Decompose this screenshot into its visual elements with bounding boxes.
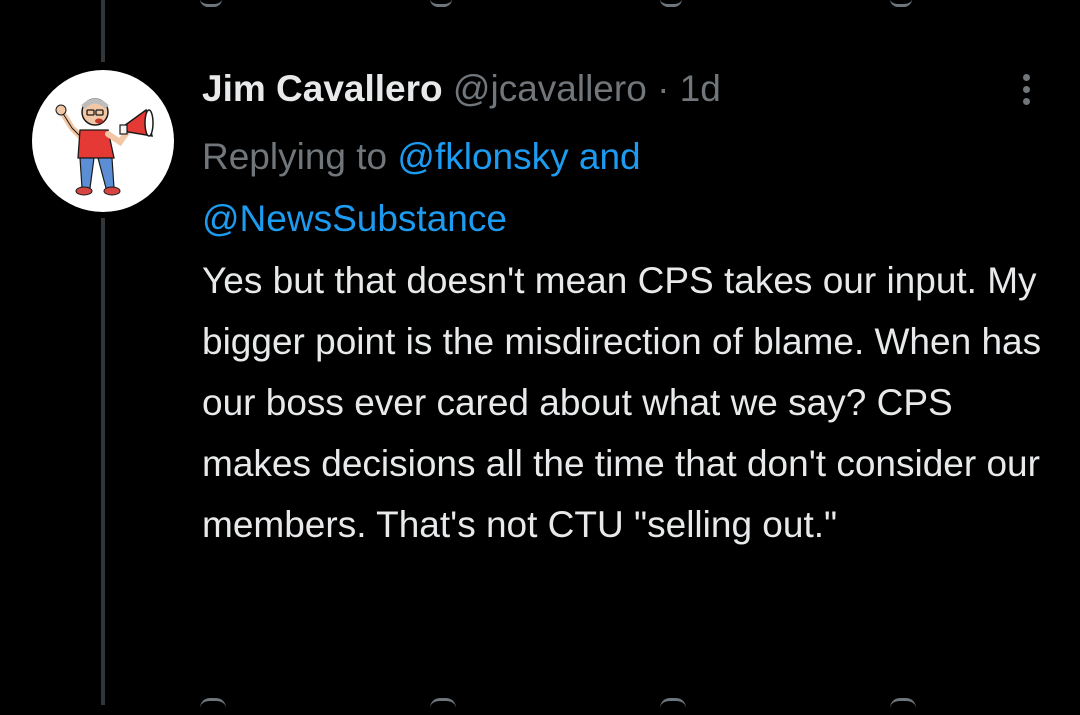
- previous-tweet-actions: [200, 0, 940, 7]
- display-name[interactable]: Jim Cavallero: [202, 68, 443, 109]
- replying-to-label: Replying to: [202, 136, 388, 177]
- replying-to-line: Replying to @fklonsky and @NewsSubstance: [202, 126, 1022, 250]
- like-icon[interactable]: [660, 698, 686, 715]
- tweet-age[interactable]: 1d: [679, 68, 721, 109]
- separator-dot: ·: [657, 68, 670, 109]
- more-options-button[interactable]: [1010, 70, 1044, 110]
- more-vertical-icon-dot: [1023, 98, 1030, 105]
- reply-icon[interactable]: [200, 698, 226, 715]
- mention-link[interactable]: @NewsSubstance: [202, 198, 507, 239]
- more-vertical-icon-dot: [1023, 86, 1030, 93]
- avatar[interactable]: [32, 70, 174, 212]
- retweet-icon[interactable]: [430, 0, 452, 7]
- replying-and-word[interactable]: and: [578, 136, 641, 177]
- tweet-header: Jim Cavallero @jcavallero · 1d: [202, 66, 721, 112]
- user-handle[interactable]: @jcavallero: [452, 68, 647, 109]
- more-vertical-icon: [1023, 74, 1030, 81]
- mention-link[interactable]: @fklonsky: [397, 136, 569, 177]
- thread-line-top: [101, 0, 105, 62]
- retweet-icon[interactable]: [430, 698, 456, 715]
- thread-line-bottom: [101, 218, 105, 705]
- share-icon[interactable]: [890, 0, 912, 7]
- megaphone-person-icon: [55, 98, 154, 196]
- share-icon[interactable]: [890, 698, 916, 715]
- tweet-text: Yes but that doesn't mean CPS takes our …: [202, 260, 1042, 545]
- like-icon[interactable]: [660, 0, 682, 7]
- reply-icon[interactable]: [200, 0, 222, 7]
- tweet-actions: [200, 698, 940, 708]
